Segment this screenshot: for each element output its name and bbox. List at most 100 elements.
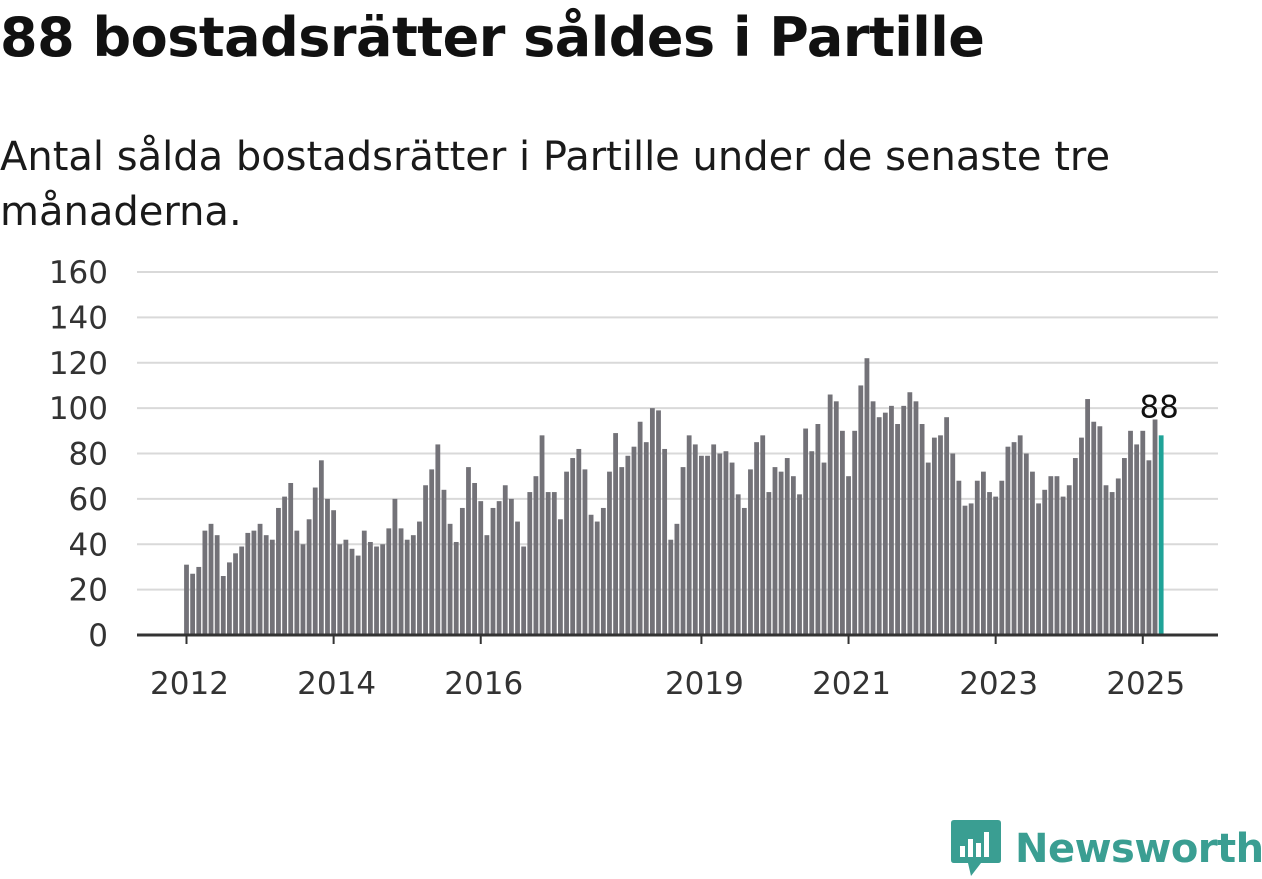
bar [686, 435, 692, 635]
y-tick-label: 60 [69, 482, 108, 518]
bar [1048, 476, 1054, 635]
bar [539, 435, 545, 635]
bar [459, 507, 465, 635]
bar [1121, 458, 1127, 635]
bar [361, 530, 367, 635]
bar [993, 496, 999, 635]
y-tick-label: 80 [69, 437, 108, 473]
bar [656, 410, 661, 635]
bar [729, 462, 735, 635]
bar [962, 505, 968, 635]
bar [312, 487, 318, 635]
bar [398, 528, 404, 635]
bar [846, 476, 851, 635]
y-tick-label: 160 [49, 255, 108, 291]
bar [576, 448, 582, 635]
bar [864, 358, 870, 635]
bar [515, 521, 520, 635]
bar [735, 494, 741, 635]
bar [190, 573, 196, 635]
bar [950, 453, 956, 635]
bar [533, 476, 539, 635]
bar [331, 510, 337, 635]
bar [772, 467, 778, 635]
bar [748, 469, 753, 635]
bar [214, 535, 220, 635]
bar [441, 489, 447, 635]
bar [1072, 458, 1078, 635]
bar [417, 521, 422, 635]
x-tick-label: 2025 [1106, 666, 1185, 702]
bar [840, 430, 845, 635]
bar [588, 514, 594, 635]
latest-value-label: 88 [1139, 389, 1178, 425]
bar [300, 544, 306, 635]
bar [545, 492, 551, 635]
page-title: 88 bostadsrätter såldes i Partille [0, 6, 985, 69]
bar [852, 430, 858, 635]
bar [349, 548, 355, 635]
bar [288, 482, 294, 635]
bar [404, 539, 410, 635]
bar [882, 412, 888, 635]
bar [613, 433, 618, 635]
bar [1085, 399, 1091, 635]
newsworthy-logo-icon [951, 820, 1001, 876]
x-tick-label: 2014 [297, 666, 376, 702]
bar [386, 528, 392, 635]
bar [668, 539, 674, 635]
bar [680, 467, 686, 635]
x-tick-label: 2012 [150, 666, 229, 702]
bar [784, 458, 790, 635]
bar [974, 480, 980, 635]
newsworthy-logo: Newsworthy [951, 820, 1262, 878]
bar [423, 485, 428, 635]
bar [527, 492, 533, 635]
bar [631, 446, 637, 635]
y-tick-label: 100 [49, 391, 108, 427]
x-axis-ticks: 2012 2014 2016 2019 2021 2023 2025 [150, 635, 1185, 702]
bar [760, 435, 766, 635]
bar [227, 562, 232, 635]
bar [233, 553, 238, 635]
bar [1011, 442, 1017, 635]
bars [184, 358, 1164, 636]
x-tick-label: 2016 [444, 666, 523, 702]
bar [1017, 435, 1023, 635]
bar [1091, 421, 1097, 635]
bar [876, 417, 882, 635]
bar [625, 455, 631, 635]
bar [337, 544, 343, 635]
x-tick-label: 2021 [812, 666, 891, 702]
bar [895, 424, 900, 635]
bar [582, 469, 588, 635]
chart-subtitle: Antal sålda bostadsrätter i Partille und… [0, 134, 1111, 235]
bar [981, 471, 986, 635]
bar [925, 462, 931, 635]
bar [956, 480, 962, 635]
bar [858, 385, 864, 635]
newsworthy-logo-text: Newsworthy [1015, 826, 1262, 872]
bar [1128, 430, 1133, 635]
annotations: 88 [1139, 389, 1178, 425]
bar [374, 546, 379, 635]
bar [1042, 489, 1048, 635]
y-tick-label: 0 [88, 618, 108, 654]
bar [564, 471, 569, 635]
bar [1060, 496, 1066, 635]
bar [821, 462, 827, 635]
bar [1097, 426, 1103, 635]
bar [251, 530, 257, 635]
bar [184, 564, 189, 635]
bar [496, 501, 502, 635]
bar [306, 519, 312, 635]
bar [343, 539, 349, 635]
bar [889, 405, 894, 635]
bar [931, 437, 937, 635]
bar [913, 401, 919, 635]
bar [619, 467, 625, 635]
bar [1023, 453, 1029, 635]
bar [699, 455, 704, 635]
bar [870, 401, 876, 635]
